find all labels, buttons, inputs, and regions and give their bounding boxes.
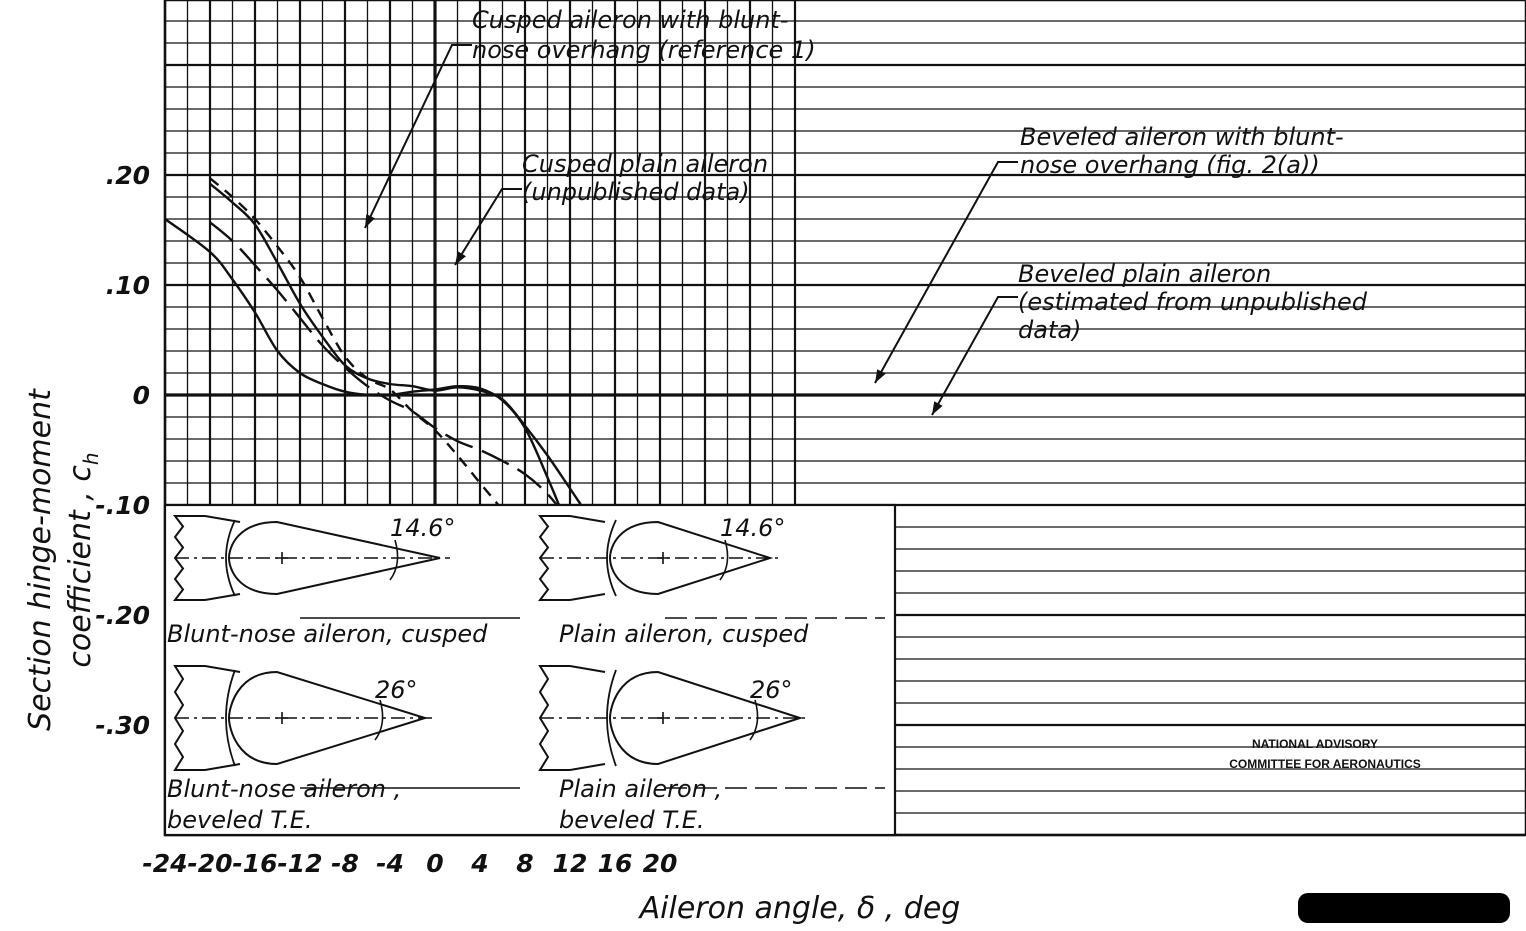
x-tick-label: -20 bbox=[187, 849, 232, 878]
y-tick-label: 0 bbox=[133, 381, 150, 410]
y-tick-label: .10 bbox=[106, 271, 150, 300]
nose-gap-arc bbox=[225, 519, 236, 597]
annotation-line-1: nose overhang (fig. 2(a)) bbox=[1020, 151, 1320, 179]
hinge-marker bbox=[657, 712, 669, 724]
annotation-line-0: Cusped plain aileron bbox=[522, 150, 768, 178]
airfoil-sketch-1: 14.6° Plain aileron, cusped bbox=[537, 514, 885, 648]
airfoil-sketch-0: 14.6° Blunt-nose aileron, cusped bbox=[167, 514, 520, 648]
annotation-line-0: Cusped aileron with blunt- bbox=[472, 6, 788, 34]
angle-label: 26° bbox=[750, 676, 793, 704]
x-tick-label: 20 bbox=[643, 849, 678, 878]
naca-credit: NATIONAL ADVISORY COMMITTEE FOR AERONAUT… bbox=[1229, 737, 1421, 771]
annotation-3: Beveled plain aileron(estimated from unp… bbox=[931, 260, 1368, 416]
annotation-0: Cusped aileron with blunt-nose overhang … bbox=[364, 6, 816, 229]
y-axis-label: Section hinge-moment coefficient , ch bbox=[23, 388, 103, 731]
x-tick-label: 4 bbox=[470, 849, 488, 878]
x-tick-label: -16 bbox=[232, 849, 277, 878]
wing-surface bbox=[569, 763, 606, 771]
y-tick-label: .20 bbox=[106, 161, 150, 190]
angle-label: 14.6° bbox=[390, 514, 455, 542]
annotation-line-1: nose overhang (reference 1) bbox=[472, 36, 816, 64]
y-axis-label-line-2: coefficient , ch bbox=[63, 452, 103, 667]
y-axis-label-subscript: h bbox=[79, 452, 103, 465]
airfoil-sketch-2: 26° Blunt-nose aileron , beveled T.E. bbox=[167, 665, 520, 834]
panel-caption-line-0: Blunt-nose aileron, cusped bbox=[167, 620, 488, 648]
angle-arc bbox=[374, 699, 384, 741]
aileron-outline bbox=[608, 670, 804, 766]
y-tick-label: -.20 bbox=[95, 601, 150, 630]
arrowhead bbox=[932, 401, 943, 415]
redaction-bar bbox=[1298, 893, 1510, 923]
annotation-line-1: (estimated from unpublished bbox=[1018, 288, 1368, 316]
leader-line bbox=[874, 161, 1018, 384]
annotation-1: Cusped plain aileron(unpublished data) bbox=[454, 150, 768, 266]
wing-surface bbox=[569, 515, 606, 523]
wing-surface bbox=[569, 593, 606, 601]
inset-box bbox=[163, 503, 897, 837]
credit-line-2: COMMITTEE FOR AERONAUTICS bbox=[1229, 757, 1421, 771]
hinge-marker bbox=[276, 712, 288, 724]
inset-diagrams: 14.6° Blunt-nose aileron, cusped 14.6° Plai… bbox=[163, 503, 897, 837]
y-axis-label-line-1: Section hinge-moment bbox=[23, 388, 58, 731]
y-axis-label-line-2-text: coefficient , c bbox=[63, 465, 98, 668]
x-tick-label: -24 bbox=[142, 849, 187, 878]
angle-arc bbox=[389, 539, 399, 581]
panel-caption-line-1: beveled T.E. bbox=[167, 806, 313, 834]
y-tick-label: -.10 bbox=[95, 491, 150, 520]
x-tick-label: 0 bbox=[426, 849, 443, 878]
angle-label: 26° bbox=[375, 676, 418, 704]
angle-arc bbox=[719, 539, 729, 581]
annotation-line-0: Beveled aileron with blunt- bbox=[1020, 123, 1344, 151]
panel-caption-line-0: Blunt-nose aileron , bbox=[167, 775, 401, 803]
annotation-line-1: (unpublished data) bbox=[522, 178, 750, 206]
x-tick-label: 8 bbox=[516, 849, 533, 878]
arrowhead bbox=[365, 214, 375, 228]
tick-labels: -24 -20 -16 -12 -8 -4 0 4 8 12 16 20.20.100-.10-.20… bbox=[95, 161, 677, 878]
x-tick-label: 16 bbox=[598, 849, 633, 878]
leader-line bbox=[364, 44, 472, 229]
angle-label: 14.6° bbox=[720, 514, 785, 542]
panel-caption-line-0: Plain aileron , bbox=[559, 775, 722, 803]
aileron-outline bbox=[608, 520, 774, 596]
x-tick-label: -12 bbox=[277, 849, 322, 878]
panel-caption-line-0: Plain aileron, cusped bbox=[559, 620, 809, 648]
angle-arc bbox=[749, 699, 759, 741]
x-tick-label: -4 bbox=[376, 849, 404, 878]
arrowhead bbox=[455, 251, 466, 265]
panel-caption-line-1: beveled T.E. bbox=[559, 806, 705, 834]
leader-line bbox=[931, 296, 1018, 416]
arrowhead bbox=[875, 369, 886, 383]
nose-gap-arc bbox=[225, 669, 236, 767]
x-tick-label: 12 bbox=[553, 849, 588, 878]
annotations: Cusped aileron with blunt-nose overhang … bbox=[364, 6, 1368, 416]
x-tick-label: -8 bbox=[331, 849, 359, 878]
annotation-line-2: data) bbox=[1018, 316, 1081, 344]
airfoil-sketch-3: 26° Plain aileron , beveled T.E. bbox=[538, 665, 885, 834]
hinge-marker bbox=[657, 552, 669, 564]
y-tick-label: -.30 bbox=[95, 711, 150, 740]
annotation-line-0: Beveled plain aileron bbox=[1018, 260, 1271, 288]
credit-line-1: NATIONAL ADVISORY bbox=[1252, 737, 1378, 751]
annotation-2: Beveled aileron with blunt-nose overhang… bbox=[874, 123, 1344, 384]
leader-line bbox=[454, 188, 522, 266]
hinge-marker bbox=[276, 552, 288, 564]
wing-surface bbox=[569, 665, 606, 673]
x-axis-label: Aileron angle, δ , deg bbox=[638, 891, 961, 926]
